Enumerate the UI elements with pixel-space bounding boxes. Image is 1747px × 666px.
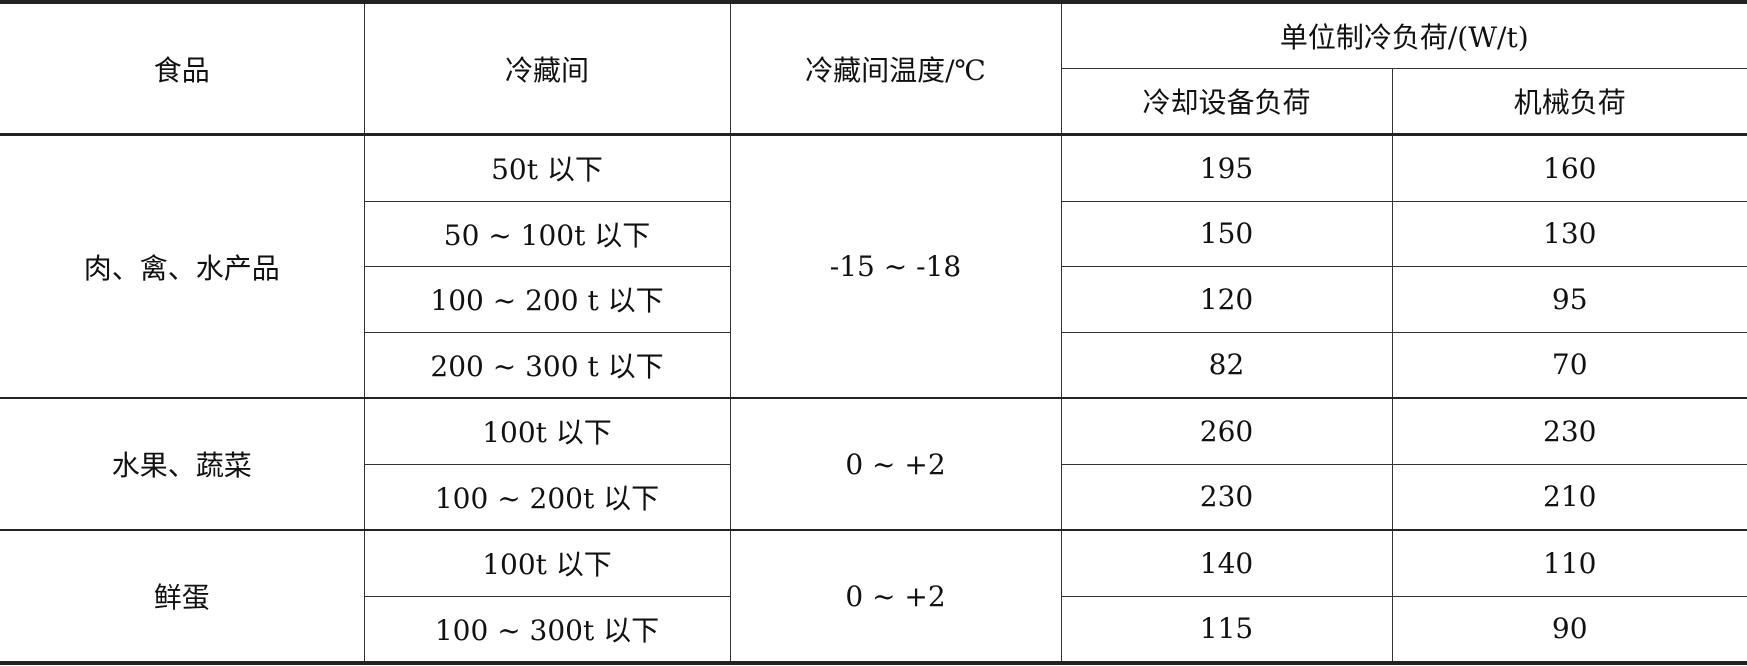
room-cell: 100t 以下 <box>363 397 731 465</box>
temp-cell: 0 ~ +2 <box>729 397 1062 531</box>
equipment-load-cell: 195 <box>1060 134 1393 202</box>
header-food: 食品 <box>0 1 365 136</box>
equipment-load-cell: 120 <box>1060 266 1393 333</box>
machine-load-cell: 70 <box>1391 331 1747 399</box>
equipment-load-cell: 115 <box>1060 595 1393 664</box>
machine-load-cell: 90 <box>1391 595 1747 664</box>
header-room: 冷藏间 <box>363 1 731 136</box>
equipment-load-cell: 260 <box>1060 397 1393 465</box>
table-row: 肉、禽、水产品 50t 以下 -15 ~ -18 195 160 <box>0 134 1747 399</box>
machine-load-cell: 160 <box>1391 134 1747 202</box>
equipment-load-cell: 150 <box>1060 200 1393 267</box>
room-cell: 100 ~ 300t 以下 <box>364 595 731 664</box>
machine-load-cell: 230 <box>1391 397 1747 465</box>
table-row: 水果、蔬菜 100t 以下 0 ~ +2 260 230 <box>0 397 1747 531</box>
machine-load-cell: 210 <box>1391 463 1747 531</box>
equipment-load-cell: 82 <box>1060 331 1393 399</box>
room-cell: 50t 以下 <box>363 134 731 202</box>
header-load: 单位制冷负荷/(W/t) <box>1060 1 1747 69</box>
equipment-load-cell: 140 <box>1060 529 1393 597</box>
machine-load-cell: 110 <box>1391 529 1747 597</box>
room-cell: 100t 以下 <box>363 529 731 597</box>
header-machine-load: 机械负荷 <box>1391 68 1747 136</box>
room-cell: 100 ~ 200 t 以下 <box>364 266 731 333</box>
machine-load-cell: 95 <box>1391 266 1747 333</box>
table-row: 50 ~ 100t 以下 150 130 <box>0 200 1747 267</box>
temp-cell: 0 ~ +2 <box>729 529 1062 664</box>
table-row: 100 ~ 200t 以下 230 210 <box>0 463 1747 531</box>
table-row: 100 ~ 200 t 以下 120 95 <box>0 266 1747 333</box>
temp-cell: -15 ~ -18 <box>729 134 1062 399</box>
room-cell: 100 ~ 200t 以下 <box>364 463 731 531</box>
room-cell: 50 ~ 100t 以下 <box>364 200 731 267</box>
equipment-load-cell: 230 <box>1060 463 1393 531</box>
header-equipment-load: 冷却设备负荷 <box>1061 68 1393 136</box>
food-cell: 鲜蛋 <box>0 529 365 664</box>
header-temp: 冷藏间温度/℃ <box>729 1 1062 136</box>
machine-load-cell: 130 <box>1391 200 1747 267</box>
food-cell: 水果、蔬菜 <box>0 397 365 531</box>
table-row: 鲜蛋 100t 以下 0 ~ +2 140 110 <box>0 529 1747 664</box>
food-cell: 肉、禽、水产品 <box>0 134 365 399</box>
room-cell: 200 ~ 300 t 以下 <box>364 331 731 399</box>
table-row: 100 ~ 300t 以下 115 90 <box>0 595 1747 664</box>
table-row: 200 ~ 300 t 以下 82 70 <box>0 331 1747 399</box>
